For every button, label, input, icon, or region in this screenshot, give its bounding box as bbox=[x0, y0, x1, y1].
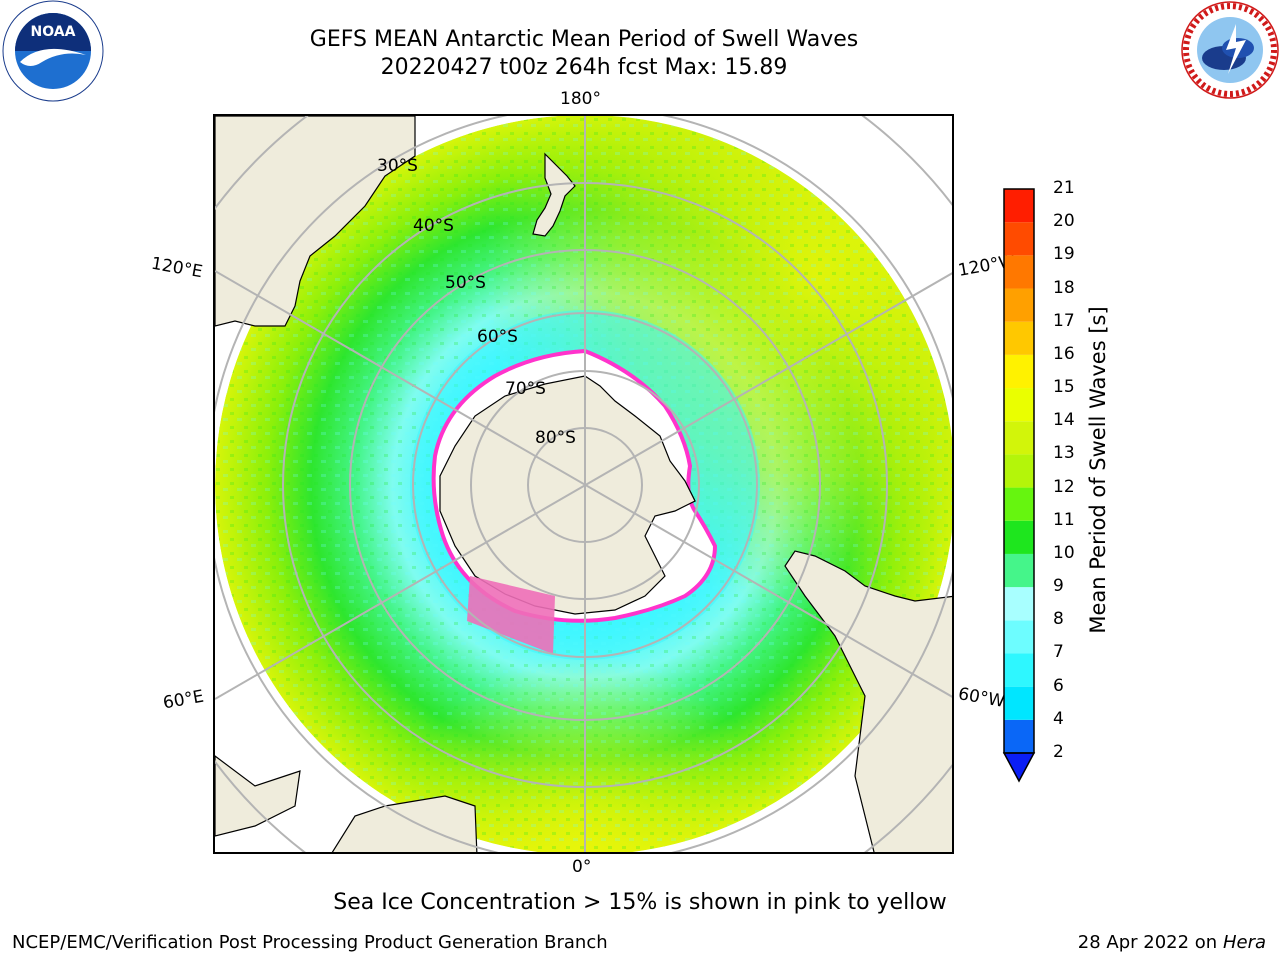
colorbar-segment bbox=[1004, 222, 1034, 256]
nws-logo-icon bbox=[1181, 1, 1279, 99]
colorbar-segment bbox=[1004, 487, 1034, 521]
chart-title: GEFS MEAN Antarctic Mean Period of Swell… bbox=[309, 27, 859, 52]
colorbar-segment bbox=[1004, 255, 1034, 289]
footer-host: Hera bbox=[1222, 932, 1266, 953]
noaa-logo-icon: NOAA bbox=[2, 0, 104, 102]
colorbar-tick-label: 7 bbox=[1053, 642, 1064, 663]
colorbar-tick-label: 16 bbox=[1053, 343, 1075, 364]
colorbar-segment bbox=[1004, 388, 1034, 422]
meridians bbox=[215, 116, 952, 852]
colorbar-outline bbox=[1003, 188, 1035, 754]
colorbar-segment bbox=[1004, 520, 1034, 554]
colorbar-tick-label: 10 bbox=[1053, 542, 1075, 563]
footer-date-text: 28 Apr 2022 on bbox=[1077, 932, 1223, 953]
lat-label-50s: 50°S bbox=[445, 273, 486, 293]
footer-credit: NCEP/EMC/Verification Post Processing Pr… bbox=[12, 932, 608, 953]
colorbar-tick-label: 20 bbox=[1053, 211, 1075, 232]
colorbar-tick-label: 6 bbox=[1053, 675, 1064, 696]
colorbar-tick-label: 8 bbox=[1053, 609, 1064, 630]
colorbar-segment bbox=[1004, 189, 1034, 223]
colorbar-segment bbox=[1004, 653, 1034, 687]
colorbar-segment bbox=[1004, 620, 1034, 654]
colorbar-segment bbox=[1004, 454, 1034, 488]
lon-label-120e: 120°E bbox=[149, 253, 205, 283]
lat-label-60s: 60°S bbox=[477, 327, 518, 347]
map-canvas: 30°S 40°S 50°S 60°S 70°S 80°S bbox=[215, 116, 952, 852]
colorbar-tick-label: 21 bbox=[1053, 178, 1075, 198]
lon-label-180: 180° bbox=[560, 89, 601, 109]
colorbar-segment bbox=[1004, 421, 1034, 455]
lat-label-80s: 80°S bbox=[535, 428, 576, 448]
colorbar-tick-label: 9 bbox=[1053, 576, 1064, 597]
lat-label-70s: 70°S bbox=[505, 379, 546, 399]
lon-label-60e: 60°E bbox=[161, 686, 206, 714]
colorbar-tick-label: 19 bbox=[1053, 244, 1075, 265]
colorbar-segment bbox=[1004, 354, 1034, 389]
sea-ice-patch bbox=[467, 576, 555, 654]
colorbar-tick-label: 13 bbox=[1053, 443, 1075, 464]
colorbar bbox=[1002, 188, 1036, 783]
lat-label-40s: 40°S bbox=[413, 216, 454, 236]
colorbar-label: Mean Period of Swell Waves [s] bbox=[1086, 306, 1110, 634]
sea-ice-note: Sea Ice Concentration > 15% is shown in … bbox=[333, 890, 947, 915]
polar-map: 30°S 40°S 50°S 60°S 70°S 80°S bbox=[213, 114, 954, 854]
colorbar-extend-arrow bbox=[1002, 752, 1036, 783]
footer-date: 28 Apr 2022 on Hera bbox=[1078, 932, 1266, 953]
chart-subtitle: 20220427 t00z 264h fcst Max: 15.89 bbox=[380, 55, 788, 80]
colorbar-segment bbox=[1004, 553, 1034, 588]
lon-label-60w: 60°W bbox=[956, 684, 1007, 712]
colorbar-tick-label: 11 bbox=[1053, 509, 1075, 530]
colorbar-tick-label: 17 bbox=[1053, 310, 1075, 331]
noaa-logo-text: NOAA bbox=[31, 24, 76, 40]
colorbar-tick-label: 14 bbox=[1053, 410, 1075, 431]
colorbar-tick-label: 4 bbox=[1053, 708, 1064, 729]
colorbar-segment bbox=[1004, 587, 1034, 621]
colorbar-tick-label: 15 bbox=[1053, 377, 1075, 398]
colorbar-segment bbox=[1004, 321, 1034, 355]
lon-label-0: 0° bbox=[572, 857, 592, 877]
colorbar-segment bbox=[1004, 288, 1034, 322]
colorbar-segment bbox=[1004, 719, 1034, 753]
colorbar-tick-label: 12 bbox=[1053, 476, 1075, 497]
colorbar-tick-label: 2 bbox=[1053, 742, 1064, 762]
colorbar-tick-label: 18 bbox=[1053, 277, 1075, 298]
colorbar-segment bbox=[1004, 686, 1034, 720]
lat-label-30s: 30°S bbox=[377, 156, 418, 176]
